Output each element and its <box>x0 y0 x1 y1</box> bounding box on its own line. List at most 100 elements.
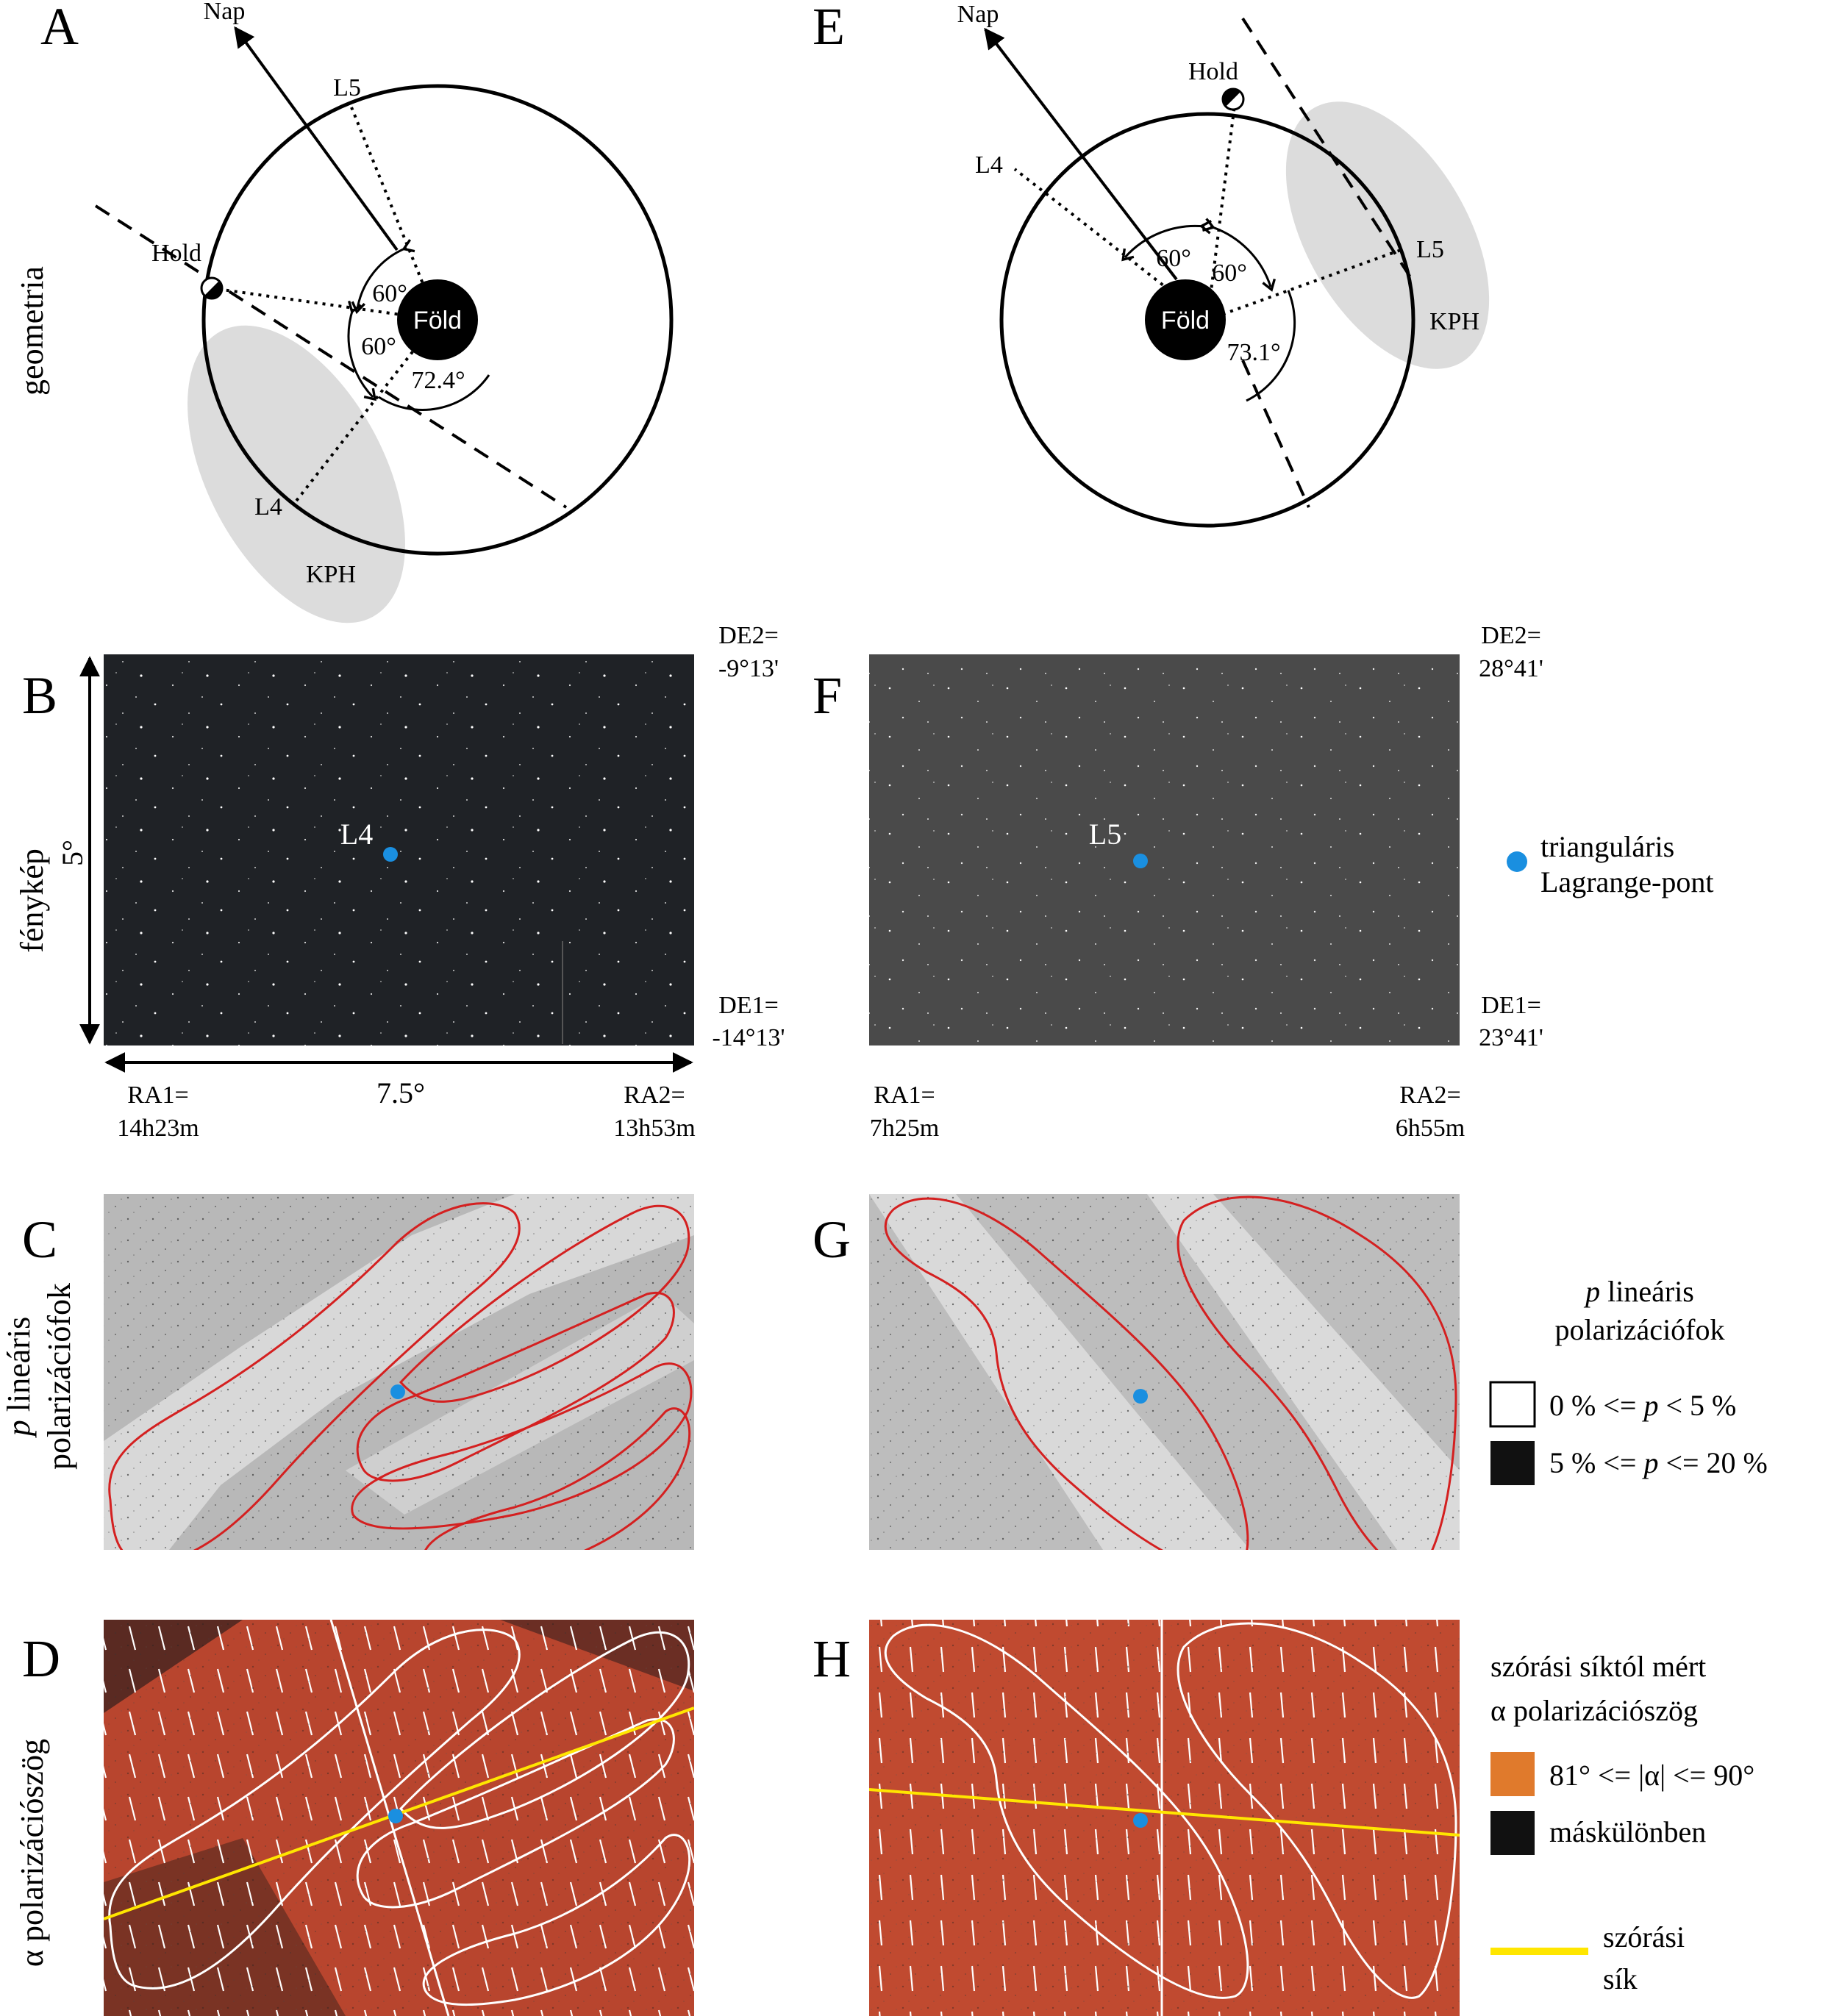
lagrange-dot <box>390 1384 405 1399</box>
row-label-polarizaciofok-line2: polarizációfok <box>41 1283 77 1470</box>
ra1-label: RA1= <box>127 1082 188 1109</box>
angle-arc-73 <box>1246 290 1296 402</box>
photo-panel-left: L4 5° 7.5° DE2= -9°13' DE1= -14°13' RA1=… <box>56 622 785 1142</box>
panel-letter-b: B <box>22 666 57 725</box>
panel-letter-g: G <box>813 1210 851 1269</box>
legend-angle-title2: α polarizációszög <box>1490 1694 1698 1727</box>
sun-direction-arrow <box>234 26 399 251</box>
l4-label: L4 <box>975 151 1003 179</box>
l5-label: L5 <box>1416 236 1444 263</box>
swatch-white <box>1489 1381 1536 1428</box>
angle-arc-lower <box>347 300 376 401</box>
terminator-dashed-line <box>94 204 568 509</box>
moon-dotted-line <box>1206 99 1237 321</box>
height-label: 5° <box>56 840 89 866</box>
earth-disk <box>397 279 478 360</box>
de2-value: 28°41' <box>1479 655 1543 682</box>
lagrange-dot <box>1133 1389 1148 1404</box>
point-label: L4 <box>340 818 373 851</box>
photo-panel-right: L5 DE2= 28°41' DE1= 23°41' RA1= 7h25m RA… <box>869 622 1543 1142</box>
l5-label: L5 <box>333 74 361 101</box>
kph-label: KPH <box>1429 308 1479 335</box>
moon-orbit <box>201 84 674 556</box>
l4-dotted-line <box>293 318 439 505</box>
de1-label: DE1= <box>718 992 779 1019</box>
swatch-else <box>1490 1811 1535 1855</box>
contour-band-2 <box>356 1291 675 1482</box>
l5-dotted-line <box>350 107 439 321</box>
swatch-orange <box>1490 1752 1535 1796</box>
de1-value: 23°41' <box>1479 1024 1543 1051</box>
l4-label: L4 <box>254 493 282 521</box>
angle-arc-upper <box>351 239 415 315</box>
legend-angle: szórási síktól mért α polarizációszög 81… <box>1490 1650 1754 1995</box>
de2-label: DE2= <box>1481 622 1541 649</box>
panel-letter-f: F <box>813 666 842 725</box>
angle-map-left <box>104 1620 694 2016</box>
angle-arc-72 <box>378 374 490 411</box>
ra2-label: RA2= <box>1399 1082 1460 1109</box>
row-label-polarizacioszog: α polarizációszög <box>14 1739 50 1967</box>
row-label-polarizaciofok: p lineáris <box>1 1317 37 1439</box>
contour-band-3 <box>351 1362 693 1530</box>
legend-lagrange-line2: Lagrange-pont <box>1540 865 1713 898</box>
angle-label-72: 72.4° <box>411 367 465 394</box>
angle-arc-right <box>1202 218 1276 292</box>
angle-label-73: 73.1° <box>1227 339 1280 366</box>
panel-letter-a: A <box>40 0 79 56</box>
legend-angle-orange: 81° <= |α| <= 90° <box>1549 1759 1754 1792</box>
legend-degree-title-line2: polarizációfok <box>1555 1313 1725 1346</box>
sun-label: Nap <box>957 1 999 28</box>
moon-dotted-line <box>211 287 438 321</box>
ra2-label: RA2= <box>624 1082 685 1109</box>
contour-band-1 <box>399 1204 690 1403</box>
ra1-value: 14h23m <box>117 1115 199 1142</box>
de1-label: DE1= <box>1481 992 1541 1019</box>
angle-label-60-upper: 60° <box>372 280 407 307</box>
degree-map-right <box>869 1194 1460 1550</box>
row-label-geometria: geometria <box>14 266 50 396</box>
legend-plane-line2: sík <box>1603 1962 1638 1995</box>
contour-band-4 <box>424 1407 691 1550</box>
earth-label: Föld <box>1161 307 1210 335</box>
panel-letter-e: E <box>813 0 845 56</box>
angle-label-60-lower: 60° <box>361 333 396 360</box>
lagrange-dot <box>1133 1813 1148 1828</box>
kph-label: KPH <box>306 561 356 588</box>
sun-direction-arrow <box>984 27 1178 281</box>
row-label-fenykep: fénykép <box>14 848 50 953</box>
lagrange-dot <box>383 847 398 862</box>
width-label: 7.5° <box>376 1076 425 1109</box>
scattering-plane-line <box>869 1788 1460 1837</box>
earth-disk <box>1145 279 1226 360</box>
geometry-diagram-right: Föld Hold Nap L4 L5 KPH 60° 60° 73.1° <box>957 1 1490 528</box>
geometry-diagram-left: Föld Hold Nap L5 L4 KPH 60° 60° 72.4° <box>94 0 674 623</box>
legend-degree-title: p lineáris <box>1583 1275 1694 1308</box>
moon-label: Hold <box>1188 58 1238 85</box>
lagrange-dot-swatch <box>1507 851 1527 872</box>
swatch-black <box>1490 1441 1535 1485</box>
lagrange-dot <box>1133 854 1148 868</box>
contour-right-lobe <box>1177 1195 1457 1550</box>
moon-orbit <box>999 112 1415 528</box>
terminator-dashed-line <box>1241 360 1310 508</box>
legend-angle-title1: szórási síktól mért <box>1490 1650 1706 1683</box>
angle-arc-left <box>1121 219 1212 262</box>
ra1-label: RA1= <box>874 1082 935 1109</box>
angle-label-60-right: 60° <box>1212 260 1247 287</box>
angle-label-60-left: 60° <box>1156 245 1191 272</box>
legend-plane-line1: szórási <box>1603 1920 1685 1954</box>
contour-left-lobe <box>884 1197 1249 1550</box>
angle-map-right <box>869 1620 1460 2016</box>
legend-degree-high: 5 % <= p <= 20 % <box>1549 1446 1768 1479</box>
moon-label: Hold <box>151 240 201 267</box>
moon-icon <box>200 276 224 300</box>
panel-letter-d: D <box>22 1629 60 1688</box>
de1-value: -14°13' <box>712 1024 785 1051</box>
earth-label: Föld <box>413 307 462 335</box>
legend-lagrange-line1: trianguláris <box>1540 830 1674 863</box>
legend-lagrange: trianguláris Lagrange-pont <box>1507 830 1713 898</box>
moon-icon <box>1221 87 1245 111</box>
panel-letter-c: C <box>22 1210 57 1269</box>
